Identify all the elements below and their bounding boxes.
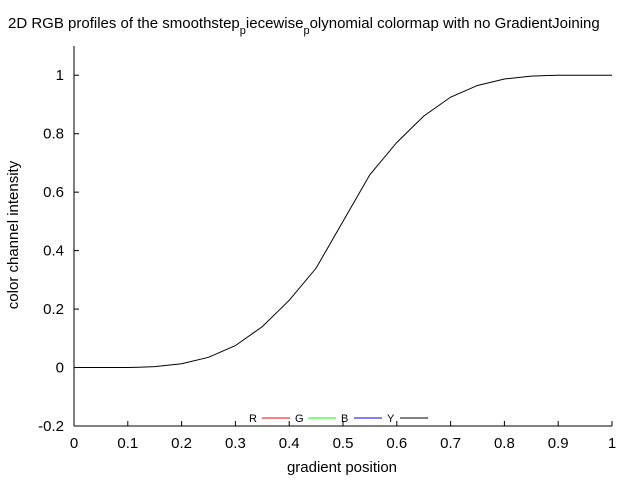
chart-title-part: olynomial colormap with no GradientJoini… (310, 15, 600, 32)
x-tick-label: 0.3 (225, 435, 246, 452)
x-tick-label: 0.9 (548, 435, 569, 452)
x-tick-label: 1 (608, 435, 616, 452)
legend-label-b: B (341, 413, 348, 425)
legend-label-g: G (295, 413, 304, 425)
y-tick-label: 1 (56, 67, 64, 84)
y-axis: -0.2 0 0.2 0.4 0.6 0.8 1 (38, 67, 79, 435)
x-tick-label: 0.4 (279, 435, 300, 452)
plot-frame (73, 46, 612, 427)
legend-label-r: R (249, 413, 257, 425)
y-tick-label: 0.8 (43, 126, 64, 143)
chart-title: 2D RGB profiles of the smoothsteppiecewi… (8, 15, 600, 37)
x-tick-label: 0.7 (440, 435, 461, 452)
x-tick-label: 0.2 (171, 435, 192, 452)
x-tick-label: 0.6 (386, 435, 407, 452)
series-line-y (74, 74, 612, 369)
x-tick-label: 0.1 (117, 435, 138, 452)
y-axis-label: color channel intensity (5, 160, 22, 309)
chart-title-subscript: p (303, 25, 309, 37)
y-tick-label: 0.6 (43, 184, 64, 201)
x-tick-label: 0 (70, 435, 78, 452)
legend-label-y: Y (387, 413, 395, 425)
series-layer (74, 74, 612, 369)
y-tick-label: 0 (56, 360, 64, 377)
chart-title-part: iecewise (246, 15, 304, 32)
x-axis-label: gradient position (287, 459, 397, 476)
chart-title-subscript: p (240, 25, 246, 37)
x-tick-label: 0.5 (333, 435, 354, 452)
y-tick-label: 0.4 (43, 243, 64, 260)
x-axis: 0 0.1 0.2 0.3 0.4 0.5 0.6 0.7 0.8 0.9 1 (70, 421, 616, 452)
y-tick-label: 0.2 (43, 301, 64, 318)
chart-title-part: 2D RGB profiles of the smoothstep (8, 15, 240, 32)
x-tick-label: 0.8 (494, 435, 515, 452)
y-tick-label: -0.2 (38, 418, 64, 435)
